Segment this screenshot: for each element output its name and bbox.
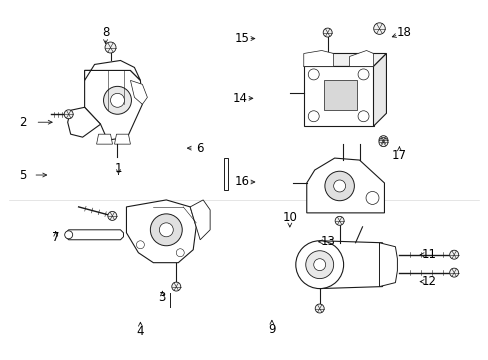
Polygon shape	[319, 241, 385, 289]
Text: 12: 12	[421, 275, 436, 288]
Polygon shape	[303, 50, 333, 67]
Polygon shape	[114, 134, 130, 144]
Circle shape	[449, 250, 458, 259]
Circle shape	[357, 69, 368, 80]
Text: 7: 7	[52, 231, 60, 244]
Circle shape	[136, 241, 144, 249]
Text: 14: 14	[232, 92, 247, 105]
Circle shape	[64, 110, 73, 119]
Text: 10: 10	[282, 211, 297, 224]
Polygon shape	[67, 107, 101, 137]
Circle shape	[334, 216, 344, 225]
Text: 17: 17	[391, 149, 406, 162]
Circle shape	[307, 111, 319, 122]
Text: 4: 4	[136, 325, 144, 338]
Polygon shape	[303, 67, 373, 126]
Polygon shape	[84, 60, 140, 80]
Polygon shape	[323, 80, 356, 110]
Polygon shape	[126, 200, 196, 263]
Circle shape	[378, 136, 387, 145]
Text: 15: 15	[234, 32, 249, 45]
Text: 13: 13	[320, 235, 334, 248]
Polygon shape	[379, 243, 397, 287]
Circle shape	[150, 214, 182, 246]
Circle shape	[108, 211, 117, 220]
Polygon shape	[130, 80, 147, 104]
Text: 1: 1	[115, 162, 122, 175]
Circle shape	[357, 111, 368, 122]
Circle shape	[295, 241, 343, 289]
Circle shape	[159, 223, 173, 237]
Text: 3: 3	[158, 291, 165, 304]
Circle shape	[366, 192, 378, 204]
Text: 16: 16	[234, 175, 249, 189]
Polygon shape	[84, 71, 142, 140]
Text: 9: 9	[267, 323, 275, 336]
Circle shape	[449, 268, 458, 277]
Circle shape	[307, 69, 319, 80]
Circle shape	[378, 138, 387, 147]
Text: 2: 2	[19, 116, 26, 129]
Circle shape	[333, 180, 345, 192]
Polygon shape	[349, 50, 373, 67]
Polygon shape	[96, 134, 112, 144]
Circle shape	[323, 28, 331, 37]
Text: 18: 18	[396, 26, 411, 39]
Circle shape	[103, 86, 131, 114]
Circle shape	[313, 259, 325, 271]
Polygon shape	[303, 54, 386, 67]
Text: 6: 6	[196, 141, 203, 155]
Circle shape	[315, 304, 324, 313]
Polygon shape	[190, 200, 210, 240]
Bar	[224, 158, 227, 190]
Circle shape	[64, 231, 73, 239]
Polygon shape	[306, 158, 384, 213]
Text: 8: 8	[102, 26, 109, 39]
Circle shape	[105, 42, 116, 53]
Circle shape	[305, 251, 333, 279]
Circle shape	[110, 93, 124, 107]
Polygon shape	[373, 54, 386, 126]
Circle shape	[176, 249, 184, 257]
Circle shape	[171, 282, 181, 291]
Circle shape	[373, 23, 385, 34]
Text: 5: 5	[19, 168, 26, 181]
Text: 11: 11	[421, 248, 436, 261]
Polygon shape	[65, 230, 123, 240]
Circle shape	[324, 171, 354, 201]
